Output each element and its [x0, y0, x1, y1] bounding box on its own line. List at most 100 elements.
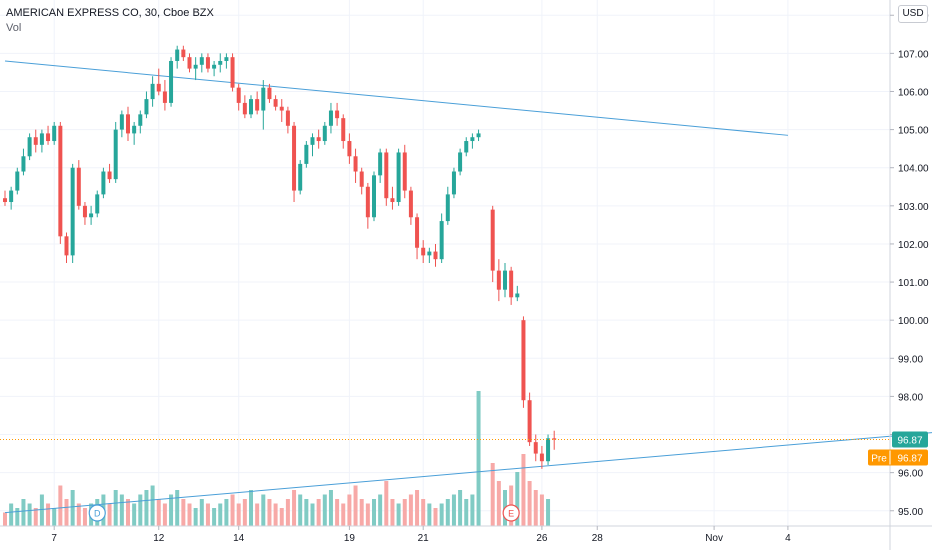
candle-body	[335, 110, 340, 119]
price-tick-label: 107.00	[898, 49, 929, 60]
volume-bar	[21, 499, 26, 526]
volume-bar	[372, 499, 376, 526]
candle-body	[273, 99, 278, 107]
trendline-lower	[4, 432, 932, 514]
time-tick-label: 12	[153, 533, 165, 544]
candle-body	[470, 137, 475, 142]
candle-body	[322, 125, 327, 142]
candle-body	[396, 152, 401, 203]
volume-bar	[365, 503, 370, 526]
volume-bar	[347, 494, 352, 526]
volume-bar	[439, 503, 444, 526]
price-tick-label: 106.00	[898, 87, 929, 98]
time-tick-label: 19	[344, 533, 356, 544]
price-tick-label: 102.00	[898, 240, 929, 251]
time-tick-label: Nov	[705, 533, 723, 544]
price-candles	[3, 45, 557, 469]
volume-bar	[52, 508, 57, 526]
volume-bar	[292, 490, 297, 526]
candle-body	[359, 171, 364, 187]
volume-bar	[490, 463, 495, 526]
candle-body	[249, 99, 253, 115]
candle-body	[503, 270, 507, 290]
candle-body	[113, 129, 118, 180]
volume-bar	[218, 503, 223, 526]
volume-bar	[378, 494, 383, 526]
trendlines[interactable]	[4, 60, 932, 514]
volume-bar	[132, 503, 137, 526]
candle-body	[156, 83, 161, 92]
volume-bar	[539, 494, 544, 526]
candle-body	[458, 152, 463, 172]
time-tick-label: 26	[536, 533, 548, 544]
last-price-label: 96.87	[897, 435, 922, 446]
chart-title[interactable]: AMERICAN EXPRESS CO, 30, Cboe BZX	[6, 7, 214, 19]
candle-body	[89, 213, 94, 218]
candle-body	[421, 247, 426, 256]
price-badges: 96.87 Pre 96.87	[0, 431, 928, 466]
candle-body	[267, 87, 272, 100]
candle-body	[144, 99, 149, 115]
candle-body	[3, 198, 7, 203]
candle-body	[439, 221, 444, 260]
candle-body	[52, 125, 57, 142]
volume-bar	[521, 454, 526, 526]
candle-body	[187, 57, 192, 69]
candle-body	[285, 110, 290, 126]
price-tick-label: 104.00	[898, 164, 929, 175]
volume-bar	[384, 481, 389, 526]
candle-body	[546, 438, 551, 462]
volume-bar	[33, 508, 38, 526]
volume-bar	[3, 512, 7, 526]
candle-body	[328, 110, 333, 126]
event-marker-d[interactable]	[88, 504, 106, 522]
price-tick-label: 100.00	[898, 316, 929, 327]
candle-body	[169, 60, 174, 103]
candle-body	[255, 99, 260, 111]
candle-body	[82, 205, 87, 218]
price-axis[interactable]: 95.0096.0097.0098.0099.00100.00101.00102…	[889, 0, 929, 550]
volume-bar	[156, 499, 161, 526]
volume-bar	[273, 503, 278, 526]
candle-body	[107, 171, 112, 180]
volume-bar	[353, 485, 358, 526]
candle-body	[316, 137, 321, 142]
volume-bar	[322, 494, 327, 526]
volume-bar	[199, 499, 204, 526]
volume-bar	[396, 503, 401, 526]
event-marker-e[interactable]	[502, 504, 520, 522]
event-marker-label: E	[508, 509, 514, 519]
candle-body	[58, 125, 63, 237]
volume-bar	[107, 503, 112, 526]
candle-body	[378, 152, 383, 176]
time-tick-label: 14	[233, 533, 245, 544]
volume-label[interactable]: Vol	[6, 22, 22, 34]
volume-bar	[64, 499, 69, 526]
candle-body	[279, 106, 284, 111]
candle-body	[199, 57, 204, 65]
volume-bar	[39, 494, 44, 526]
volume-bar	[415, 490, 420, 526]
price-tick-label: 95.00	[898, 507, 923, 518]
candle-body	[21, 156, 26, 172]
candle-body	[347, 141, 352, 157]
time-axis[interactable]: 7 12 14 19 21 26 28 Nov 4	[0, 525, 932, 544]
grid-lines	[0, 0, 890, 526]
candle-body	[95, 194, 100, 214]
currency-button[interactable]: USD	[898, 5, 928, 23]
candle-body	[304, 144, 309, 164]
candle-body	[76, 167, 81, 206]
volume-bar	[261, 494, 266, 526]
volume-bar	[285, 499, 290, 526]
volume-bar	[470, 494, 475, 526]
volume-bar	[169, 494, 174, 526]
time-tick-label: 28	[592, 533, 604, 544]
volume-bar	[408, 494, 413, 526]
volume-bar	[224, 499, 229, 526]
candle-body	[132, 125, 137, 134]
volume-bar	[175, 490, 180, 526]
volume-bar	[533, 490, 538, 526]
